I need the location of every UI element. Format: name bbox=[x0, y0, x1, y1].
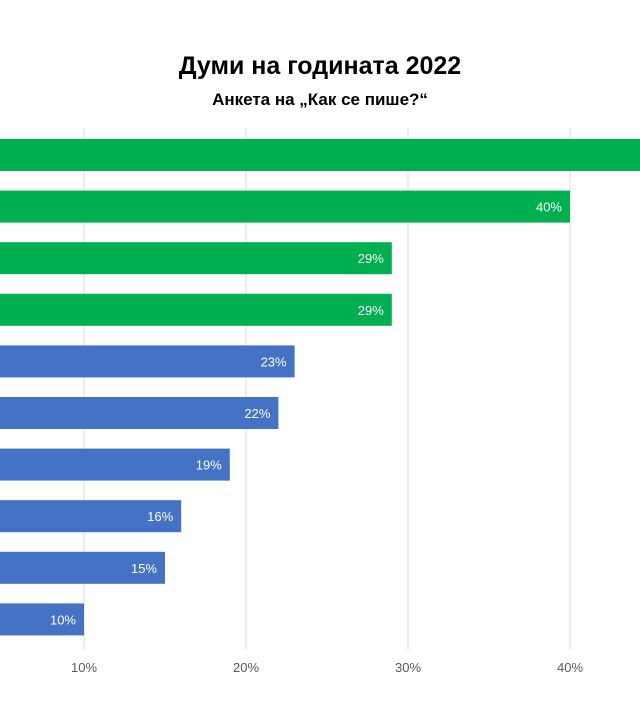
bar-data-label: 40% bbox=[536, 200, 562, 215]
bar-data-label: 23% bbox=[261, 354, 287, 369]
bar bbox=[0, 242, 392, 274]
bar-data-label: 16% bbox=[147, 509, 173, 524]
bar bbox=[0, 345, 295, 377]
bar-data-label: 22% bbox=[244, 406, 270, 421]
x-tick-label: 20% bbox=[233, 660, 259, 675]
bar-data-label: 15% bbox=[131, 561, 157, 576]
bar-chart: 10% 20% 30% 40% 40% 29% 29% 23% 22% 19% 16% 15% 10% bbox=[0, 0, 640, 720]
x-tick-label: 10% bbox=[71, 660, 97, 675]
bar-data-label: 29% bbox=[358, 303, 384, 318]
bar bbox=[0, 139, 640, 171]
bar-data-label: 29% bbox=[358, 251, 384, 266]
bar-data-label: 10% bbox=[50, 612, 76, 627]
bar bbox=[0, 294, 392, 326]
x-tick-label: 30% bbox=[395, 660, 421, 675]
bar bbox=[0, 397, 278, 429]
bar-data-label: 19% bbox=[196, 458, 222, 473]
bar bbox=[0, 191, 570, 223]
x-tick-label: 40% bbox=[557, 660, 583, 675]
